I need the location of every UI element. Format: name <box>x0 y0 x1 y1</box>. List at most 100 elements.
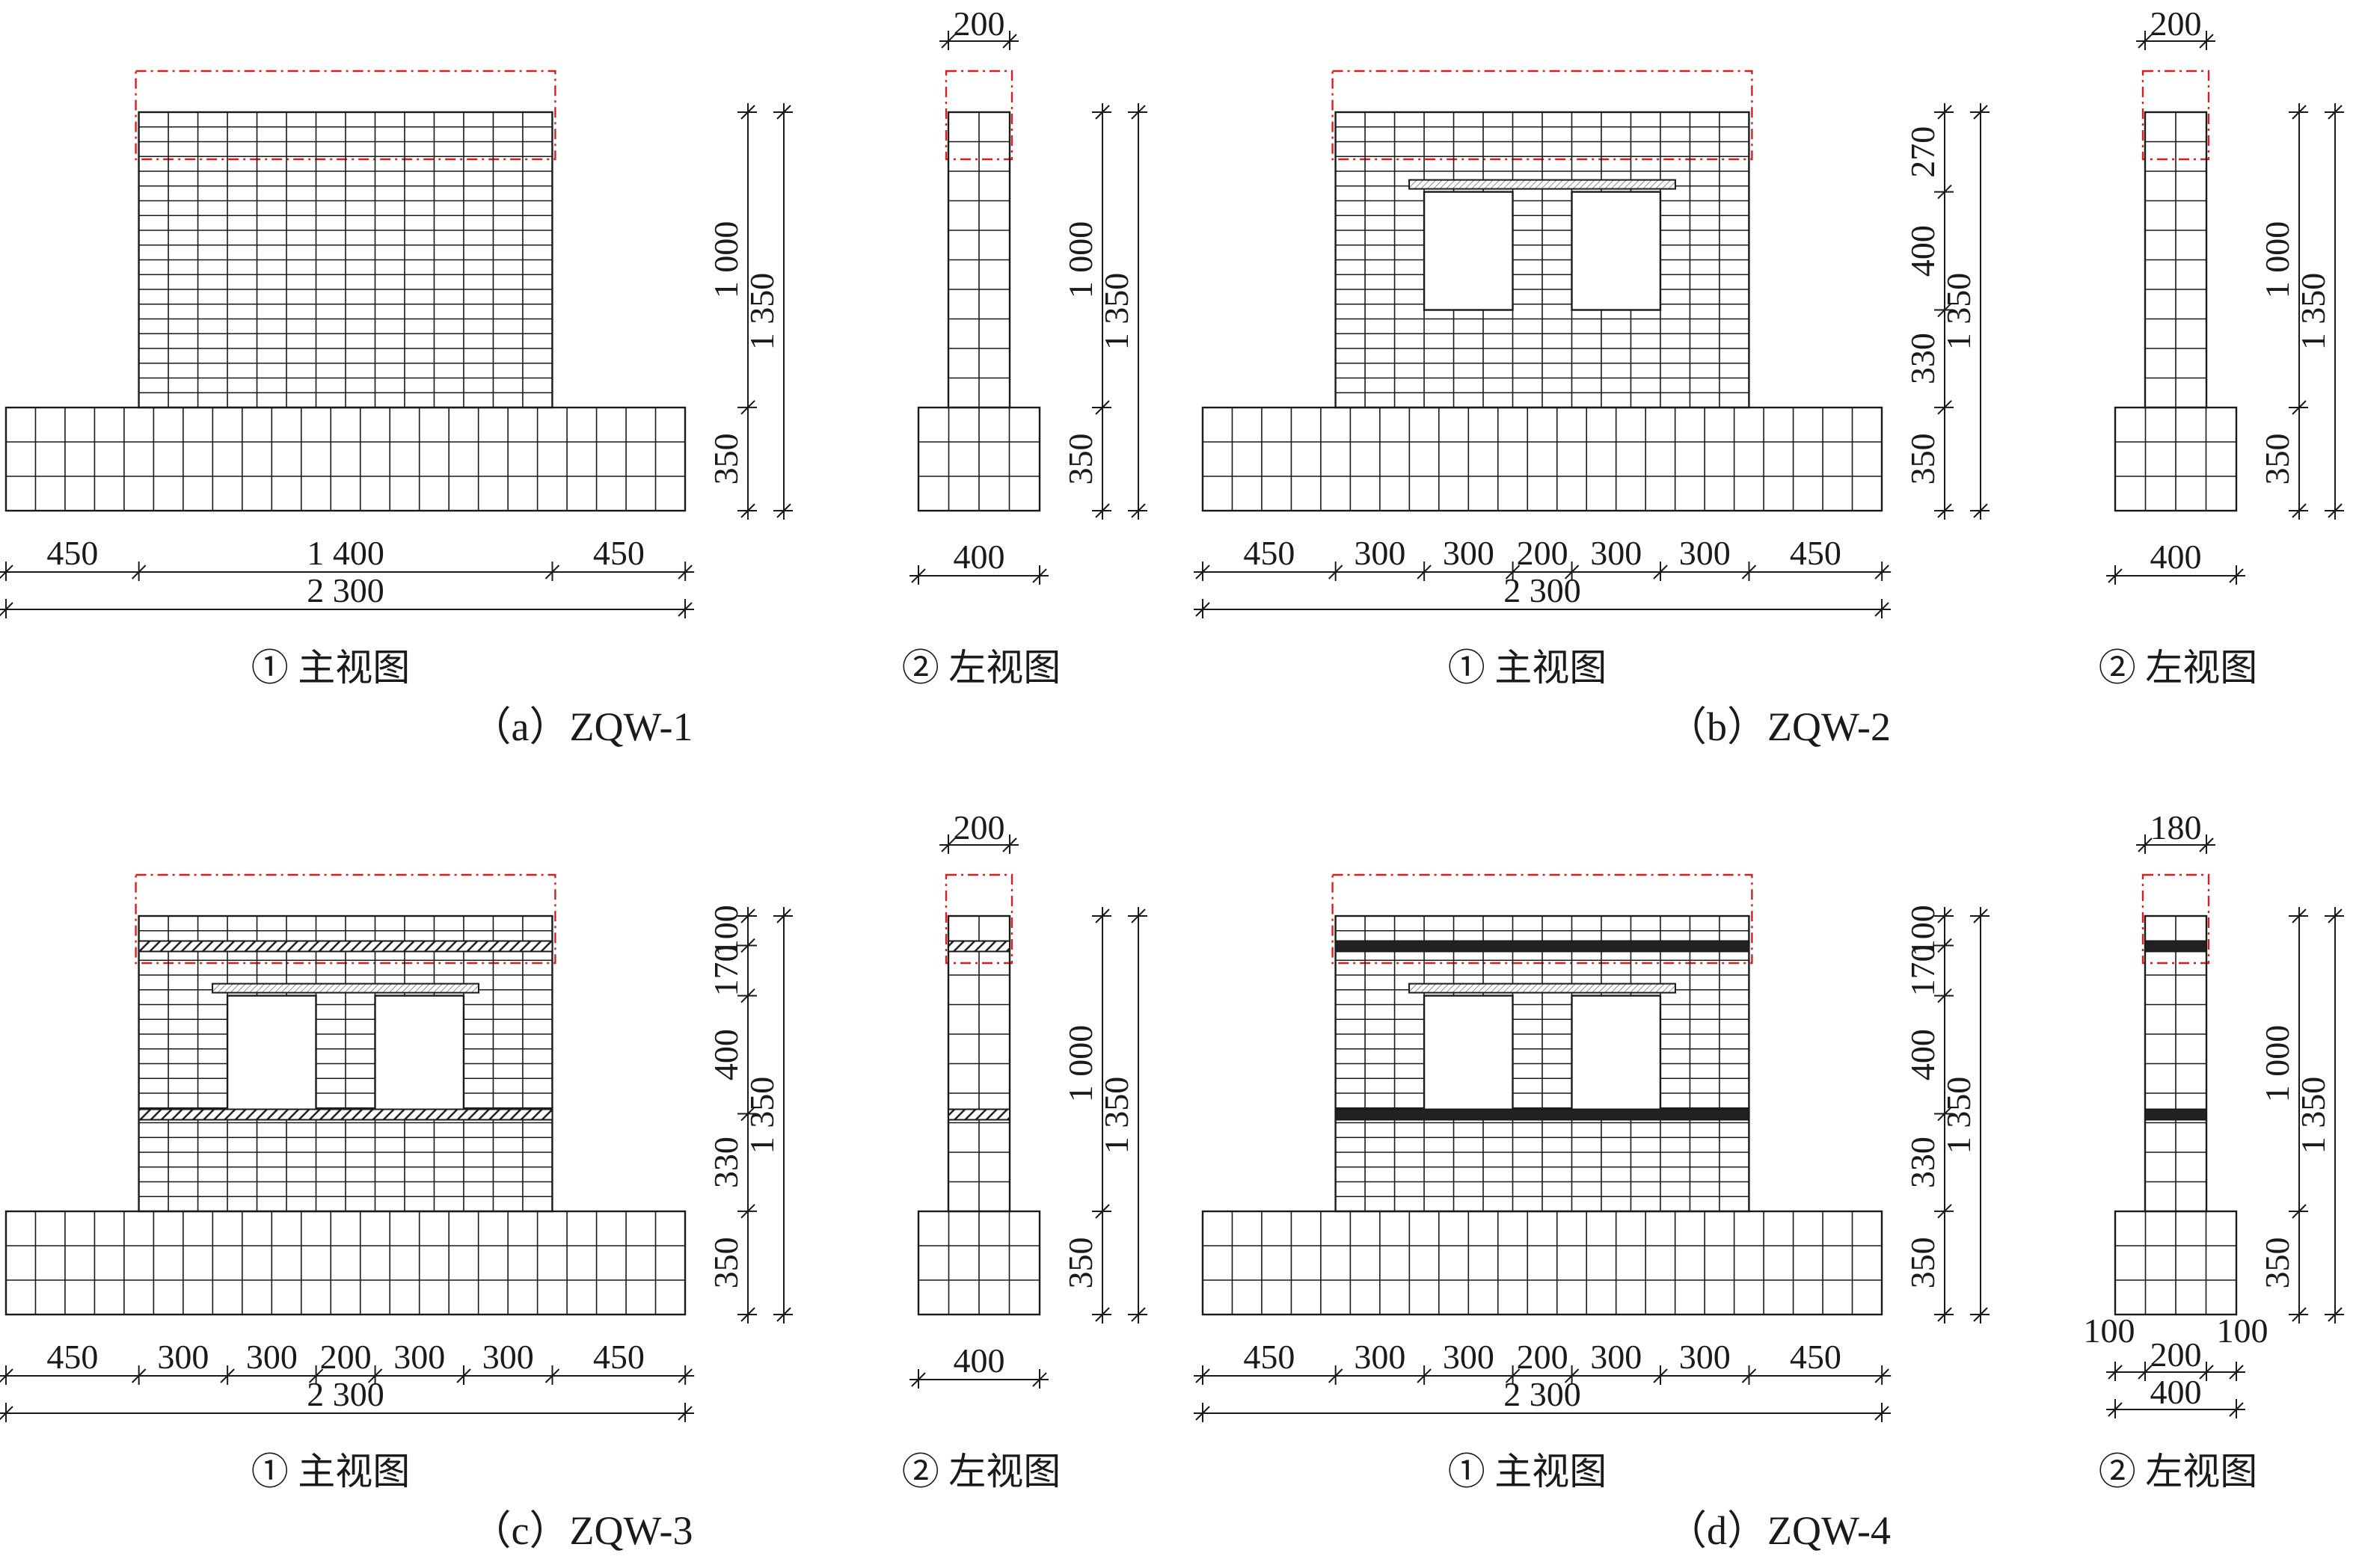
dimension-label: 400 <box>1903 225 1942 277</box>
dimension-tick <box>1131 503 1146 518</box>
dimension-label: 1 350 <box>1097 273 1135 351</box>
dimension-tick <box>2292 105 2307 120</box>
dimension-tick <box>1505 565 1521 579</box>
dimension-tick <box>0 1406 13 1421</box>
dimension-tick <box>1131 1307 1146 1322</box>
dimension-label: 1 350 <box>2294 1077 2332 1155</box>
dimension-tick <box>678 565 693 579</box>
dimension-tick <box>1937 908 1952 923</box>
dimension-label: 450 <box>593 1338 645 1376</box>
dimension-label: 1 350 <box>743 1077 781 1155</box>
dimension-tick <box>1032 1372 1047 1387</box>
dimension-tick <box>740 988 755 1003</box>
dimension-tick <box>1328 565 1343 579</box>
dimension-tick <box>1195 1406 1210 1421</box>
dimension-label: 400 <box>2150 1373 2202 1411</box>
loading-beam-side <box>2141 873 2210 965</box>
dimension-tick <box>1417 1368 1432 1383</box>
dimension-tick <box>2328 503 2343 518</box>
dimension-tick <box>1937 1204 1952 1219</box>
dimension-tick <box>2108 568 2123 583</box>
block-outline <box>1201 406 1883 512</box>
dimension-tick <box>1937 105 1952 120</box>
dimension-tick <box>1002 837 1017 852</box>
ring-beam <box>1334 1108 1750 1121</box>
dimension-label: 100 <box>2084 1312 2135 1350</box>
ring-beam-side <box>2144 1108 2207 1121</box>
dimension-label: 200 <box>1517 1338 1568 1376</box>
dimension-label: 1 000 <box>1061 1025 1099 1103</box>
dimension-tick <box>740 938 755 953</box>
window-opening <box>1571 994 1662 1115</box>
dimension-label: 450 <box>593 534 645 572</box>
dimension-tick <box>740 908 755 923</box>
dimension-label: 350 <box>1061 434 1099 485</box>
dimension-tick <box>2108 1402 2123 1417</box>
dimension-tick <box>941 34 956 49</box>
dimension-tick <box>1741 565 1757 579</box>
dimension-tick <box>2138 837 2153 852</box>
dimension-label: 330 <box>1903 1137 1942 1188</box>
dimension-label: 450 <box>46 534 98 572</box>
dimension-tick <box>2138 34 2153 49</box>
dimension-label: 450 <box>1790 1338 1841 1376</box>
dimension-label: 300 <box>1590 1338 1642 1376</box>
dimension-tick <box>1095 1307 1110 1322</box>
dimension-label: 350 <box>1903 433 1942 485</box>
dimension-tick <box>0 565 13 579</box>
dimension-tick <box>1095 105 1110 120</box>
window-opening <box>226 994 317 1115</box>
dimension-tick <box>1937 938 1952 953</box>
dimension-tick <box>2229 568 2244 583</box>
specimen-title: （d）ZQW-4 <box>1666 1508 1891 1553</box>
dimension-tick <box>2328 105 2343 120</box>
dimension-tick <box>1937 302 1952 318</box>
dimension-label: 100 <box>1903 905 1942 956</box>
lintel-beam <box>1408 179 1676 190</box>
ring-beam <box>138 940 553 953</box>
dimension-label: 350 <box>1061 1238 1099 1289</box>
dimension-tick <box>1874 1368 1889 1383</box>
panel-a: 450 1 400 450 2 300 1 000 350 1 350 200 400 1 000… <box>0 4 1147 749</box>
dimension-tick <box>1937 503 1952 518</box>
dimension-tick <box>2292 503 2307 518</box>
dimension-label: 300 <box>1443 534 1494 572</box>
lintel-beam <box>1408 983 1676 994</box>
dimension-tick <box>1002 34 1017 49</box>
dimension-tick <box>1095 1204 1110 1219</box>
dimension-label: 350 <box>2258 1238 2296 1289</box>
side-view-caption: ② 左视图 <box>2099 1451 2258 1492</box>
dimension-tick <box>1973 503 1988 518</box>
dimension-tick <box>678 602 693 617</box>
dimension-label: 300 <box>246 1338 298 1376</box>
front-view-caption: ① 主视图 <box>251 647 411 689</box>
dimension-label: 330 <box>707 1137 745 1188</box>
dimension-tick <box>911 568 926 583</box>
lintel-beam <box>212 983 479 994</box>
dimension-label: 300 <box>1443 1338 1494 1376</box>
dimension-label: 180 <box>2150 808 2202 846</box>
dimension-label: 100 <box>2217 1312 2268 1350</box>
block-outline <box>4 406 687 512</box>
dimension-tick <box>2199 837 2214 852</box>
dimension-tick <box>2229 1402 2244 1417</box>
dimension-tick <box>2108 1365 2123 1380</box>
dimension-tick <box>2229 1365 2244 1380</box>
dimension-tick <box>1195 565 1210 579</box>
dimension-label: 350 <box>707 433 745 485</box>
dimension-label: 300 <box>482 1338 534 1376</box>
dimension-label: 300 <box>157 1338 209 1376</box>
dimension-tick <box>1973 105 1988 120</box>
dimension-label: 200 <box>2150 4 2202 43</box>
dimension-label: 200 <box>1517 534 1568 572</box>
dimension-label: 1 000 <box>707 221 745 299</box>
dimension-tick <box>1874 565 1889 579</box>
dimension-tick <box>740 400 755 415</box>
side-view-caption: ② 左视图 <box>2099 647 2258 689</box>
dimension-tick <box>1874 1406 1889 1421</box>
dimension-tick <box>1032 568 1047 583</box>
block-outline <box>1201 1210 1883 1316</box>
block-outline <box>4 1210 687 1316</box>
dimension-label: 170 <box>1903 945 1942 997</box>
